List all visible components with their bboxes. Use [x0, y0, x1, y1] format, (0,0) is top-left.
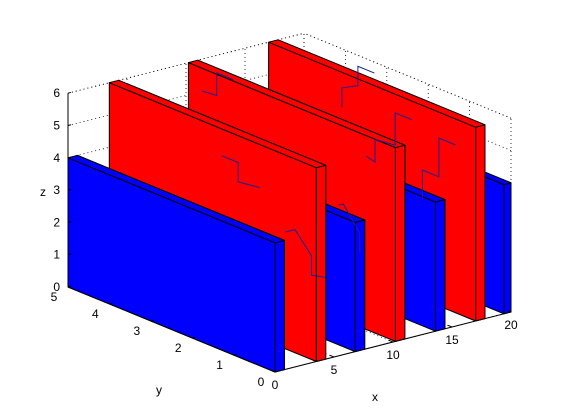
wall-top-face	[187, 59, 406, 149]
z-tick-label: 4	[53, 151, 60, 165]
trace-line	[421, 137, 456, 200]
y-tick-label: 3	[133, 324, 140, 338]
y-tick-label: 1	[216, 358, 223, 372]
y-tick-mark	[150, 319, 154, 322]
x-tick-label: 10	[386, 348, 400, 362]
trace-line	[338, 203, 361, 253]
z-tick-label: 6	[53, 86, 60, 100]
wall-front-face	[315, 164, 327, 362]
wall-top-face	[67, 154, 285, 244]
y-tick-mark	[192, 336, 196, 339]
trace-line	[201, 72, 234, 97]
trace-line	[341, 65, 375, 108]
wall-top-face	[268, 39, 486, 128]
z-tick-mark	[67, 221, 72, 223]
grid-line-z	[67, 97, 305, 159]
z-tick-mark	[67, 124, 72, 126]
y-tick-mark	[233, 353, 237, 356]
x-axis-label: x	[372, 390, 378, 404]
y-tick-label: 2	[175, 341, 182, 355]
x-tick-label: 5	[331, 363, 338, 377]
z-tick-label: 1	[53, 248, 60, 262]
trace-line	[221, 155, 260, 188]
z-tick-mark	[67, 188, 72, 191]
z-tick-label: 5	[53, 119, 60, 133]
z-tick-label: 2	[53, 215, 60, 229]
z-tick-mark	[67, 156, 72, 159]
grid-line-z	[67, 65, 305, 126]
z-tick-mark	[67, 91, 72, 94]
z-tick-label: 0	[53, 280, 60, 294]
z-tick-mark	[67, 253, 72, 256]
wall-top-face	[108, 79, 327, 169]
y-axis-label: y	[156, 383, 162, 397]
y-tick-mark	[109, 302, 113, 305]
y-tick-label: 4	[92, 307, 99, 321]
z-tick-mark	[67, 285, 72, 288]
y-tick-label: 5	[51, 290, 58, 304]
x-tick-label: 20	[504, 318, 518, 332]
wall-front-face	[475, 124, 486, 322]
wall-front-face	[274, 239, 285, 373]
z-axis-label: z	[40, 185, 46, 199]
z-tick-label: 3	[53, 183, 60, 197]
y-tick-label: 0	[258, 375, 265, 389]
wall-front-face	[394, 144, 406, 342]
wall-blue	[67, 154, 285, 373]
trace-line	[285, 229, 325, 278]
y-axis-line	[67, 286, 276, 373]
x-tick-mark	[447, 324, 453, 328]
x-tick-label: 0	[272, 378, 279, 392]
x-tick-mark	[388, 339, 394, 343]
x-tick-mark	[270, 369, 276, 373]
wall-front-face	[435, 199, 446, 332]
y-tick-mark	[274, 370, 279, 373]
x-tick-mark	[506, 309, 512, 313]
wall-layer	[67, 39, 512, 373]
x-tick-label: 15	[445, 333, 459, 347]
x-tick-mark	[329, 354, 335, 358]
wall-front-face	[503, 182, 512, 315]
trace-line	[365, 112, 412, 163]
box-top-edge	[67, 32, 305, 94]
